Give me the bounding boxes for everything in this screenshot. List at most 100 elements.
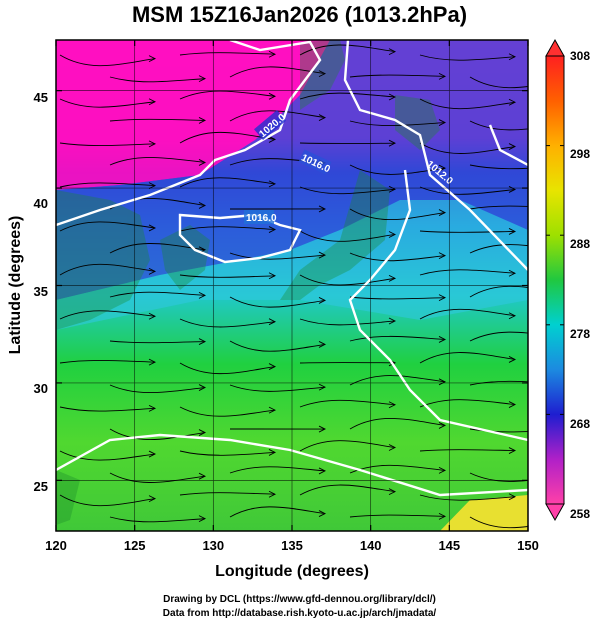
streamline-arrow [148, 404, 157, 412]
streamline [109, 472, 206, 483]
colorbar-max-arrow [545, 38, 565, 57]
isobar-1016-south [178, 213, 302, 264]
streamline [109, 291, 206, 298]
streamline [469, 516, 528, 529]
colorbar: 258 268 278 288 298 308 [545, 38, 590, 522]
streamline [349, 74, 446, 78]
streamline [419, 449, 516, 452]
streamline-arrow [148, 312, 157, 320]
colorbar-tick-label: 278 [570, 327, 590, 341]
streamline-arrow [438, 209, 447, 216]
colorbar-tick-label: 258 [570, 507, 590, 521]
streamline-arrow [508, 143, 517, 150]
streamline-arrow [198, 117, 207, 124]
streamline [419, 399, 516, 408]
credit-data: Data from http://database.rish.kyoto-u.a… [162, 608, 437, 619]
y-tick-labels: 25 30 35 40 45 [34, 90, 48, 494]
streamline-arrow [148, 182, 157, 190]
streamline [179, 406, 276, 417]
streamline [299, 44, 396, 56]
streamline [349, 120, 446, 127]
streamline [299, 484, 396, 496]
streamline [229, 296, 326, 308]
streamline [469, 120, 528, 131]
streamline-arrow [438, 119, 447, 126]
streamline-arrow [318, 341, 327, 348]
streamline-arrow [198, 75, 207, 83]
streamline-arrow [508, 356, 517, 363]
streamline-arrow [318, 205, 327, 213]
y-axis-title: Latitude (degrees) [7, 216, 24, 355]
streamline-arrow [508, 401, 517, 408]
streamline [419, 230, 516, 233]
streamline-arrow [388, 93, 397, 101]
streamline [349, 164, 446, 175]
streamline-arrow [198, 291, 207, 299]
streamline [179, 450, 276, 456]
isobar-upper-right [488, 124, 528, 167]
streamline-arrow [148, 224, 157, 232]
streamline-arrow [198, 472, 207, 480]
streamline [229, 384, 326, 392]
streamline-arrow [438, 378, 447, 386]
streamline-arrow [148, 98, 157, 106]
streamline [229, 110, 326, 122]
streamline [179, 90, 276, 100]
streamline [59, 182, 156, 188]
streamline [419, 308, 516, 320]
streamline-arrow [268, 180, 277, 188]
streamline-arrow [438, 294, 447, 302]
streamline [179, 318, 276, 328]
streamline-arrow [388, 401, 397, 409]
streamline-arrow [148, 495, 157, 502]
credit-drawing: Drawing by DCL (https://www.gfd-dennou.o… [163, 594, 436, 605]
streamline [469, 380, 528, 386]
streamline-arrow [148, 268, 157, 275]
streamline [59, 221, 156, 232]
streamline-arrow [318, 114, 327, 121]
streamline-arrow [268, 92, 277, 100]
streamline-arrow [438, 512, 447, 520]
streamline [349, 335, 446, 342]
streamline-arrow [438, 422, 447, 429]
lat-lon-grid [56, 40, 528, 531]
streamline [229, 340, 326, 352]
streamline [349, 417, 446, 430]
x-tick-labels: 120 125 130 135 140 145 150 [45, 538, 539, 553]
streamline-arrow [268, 490, 277, 498]
streamline [109, 516, 206, 523]
streamline-arrow [268, 449, 277, 456]
streamline [299, 399, 396, 408]
isobar-1012 [348, 169, 528, 442]
map-title: MSM 15Z16Jan2026 (1013.2hPa) [131, 2, 468, 27]
streamline-arrow [148, 55, 157, 62]
streamline [109, 76, 206, 83]
colorbar-tick-label: 308 [570, 49, 590, 63]
colorbar-tick-label: 268 [570, 417, 590, 431]
streamline-arrow [268, 363, 277, 370]
streamline [419, 352, 516, 364]
colorbar-tick-label: 288 [570, 237, 590, 251]
streamline-arrow [268, 406, 277, 414]
streamline-arrow [388, 48, 397, 56]
streamline-arrow [559, 518, 565, 524]
streamline [299, 440, 396, 452]
streamline [299, 186, 396, 195]
x-tick-label: 125 [124, 538, 146, 553]
streamline [469, 76, 528, 89]
streamline [59, 263, 156, 276]
streamline-arrow [198, 202, 207, 209]
isobar-1020 [56, 40, 322, 227]
streamline [469, 244, 528, 254]
streamline-arrow [198, 515, 207, 523]
isobar-lower [56, 433, 528, 497]
y-tick-label: 45 [34, 90, 48, 105]
streamline [469, 205, 528, 210]
streamline [59, 310, 156, 320]
wind-streamlines [59, 44, 565, 529]
streamline-arrow [508, 186, 517, 193]
x-tick-label: 150 [517, 538, 539, 553]
streamline [419, 269, 516, 276]
streamline [59, 450, 156, 461]
streamline [419, 142, 516, 154]
